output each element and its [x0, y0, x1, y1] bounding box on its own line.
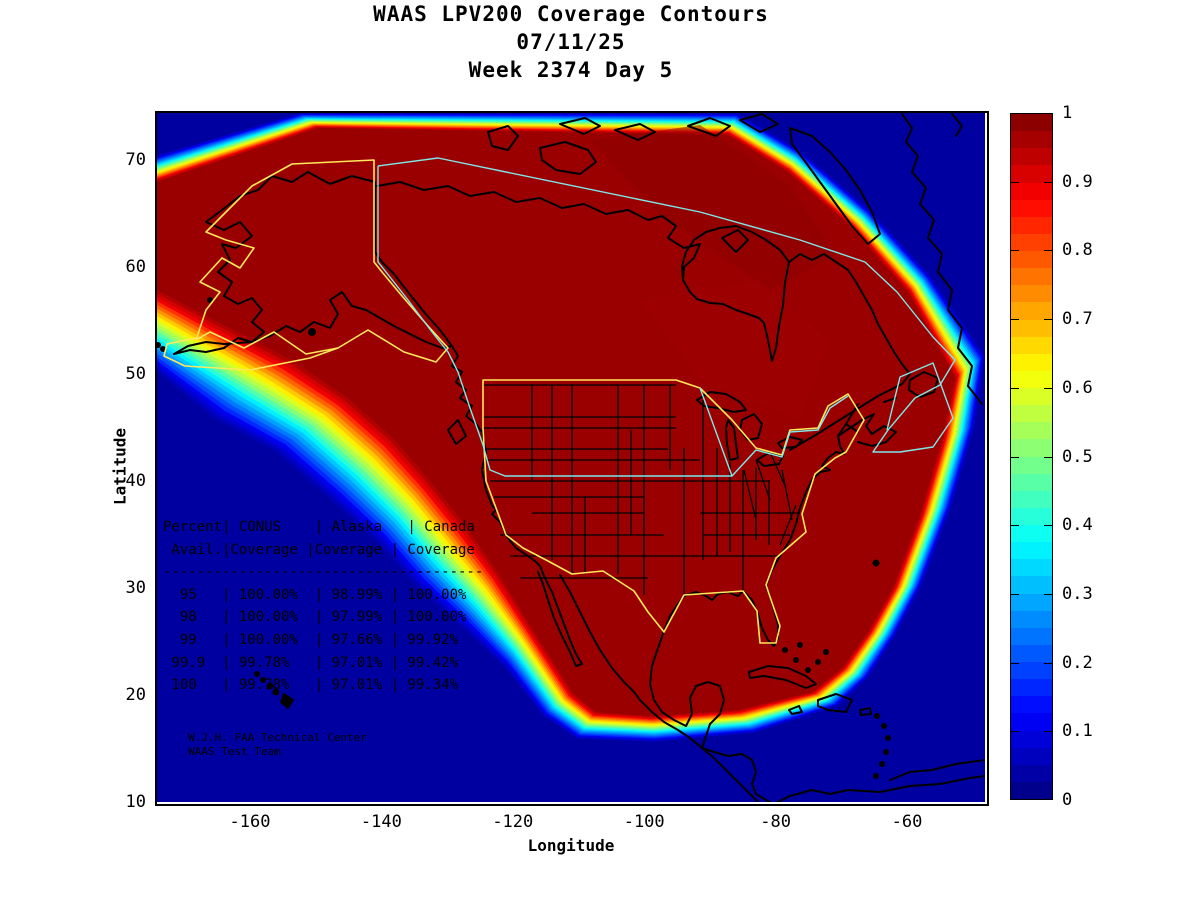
- chart-title-block: WAAS LPV200 Coverage Contours 07/11/25 W…: [157, 0, 985, 82]
- x-tick-label: -120: [492, 812, 534, 832]
- colorbar-tick-label: 0.1: [1062, 721, 1093, 742]
- mexico-pacific-coastline: [559, 574, 759, 802]
- credit-text: W.J.H. FAA Technical Center WAAS Test Te…: [188, 731, 367, 758]
- canada-coverage-boundary-west: [377, 166, 849, 477]
- south-america-coastline: [775, 775, 985, 802]
- greenland-coastline: [901, 113, 983, 405]
- x-tick-label: -160: [229, 812, 271, 832]
- coverage-table: Percent| CONUS | Alaska | Canada Avail.|…: [163, 519, 484, 694]
- y-tick-label: 40: [125, 471, 146, 491]
- y-tick-label: 70: [125, 150, 146, 170]
- colorbar-tick-label: 0.9: [1062, 171, 1093, 192]
- puerto-rico: [859, 707, 872, 716]
- y-tick-label: 10: [125, 792, 146, 812]
- alaska-aleutian-boundary: [163, 337, 339, 371]
- y-tick-label: 60: [125, 257, 146, 277]
- nova-scotia: [837, 413, 897, 447]
- alaska-coastline: [173, 171, 453, 355]
- west-coastline: [451, 345, 583, 667]
- labrador-coastline: [788, 253, 911, 451]
- conus-coverage-boundary: [482, 379, 865, 644]
- baffin-island: [789, 127, 881, 245]
- y-tick-label: 30: [125, 578, 146, 598]
- victoria-island: [539, 141, 597, 175]
- x-tick-label: -100: [623, 812, 665, 832]
- lake-michigan: [725, 419, 739, 461]
- colorbar-tick-label: 0.5: [1062, 446, 1093, 467]
- cuba: [748, 665, 817, 689]
- jamaica: [788, 705, 803, 715]
- vancouver-island: [447, 419, 467, 445]
- chart-title: WAAS LPV200 Coverage Contours: [373, 2, 769, 26]
- banks-island: [487, 125, 519, 151]
- x-tick-label: -140: [360, 812, 402, 832]
- canada-coverage-boundary: [377, 157, 956, 453]
- plot-border: [155, 111, 989, 806]
- colorbar: [1010, 113, 1053, 800]
- colorbar-tick-label: 0.6: [1062, 377, 1093, 398]
- y-tick-label: 50: [125, 364, 146, 384]
- coverage-map: [157, 113, 985, 802]
- x-tick-label: -80: [760, 812, 791, 832]
- arctic-coastline: [376, 181, 701, 281]
- hawaii-islands: [254, 671, 294, 709]
- lake-superior: [696, 391, 747, 413]
- alaska-coverage-boundary: [195, 159, 449, 363]
- colorbar-tick-label: 0.4: [1062, 515, 1093, 536]
- colorbar-tick-label: 1: [1062, 103, 1073, 123]
- colorbar-tick-label: 0.2: [1062, 652, 1093, 673]
- newfoundland: [908, 371, 939, 398]
- chart-date: 07/11/25: [516, 30, 626, 54]
- coverage-core-texture: [590, 125, 835, 420]
- gulf-mexico-coastline: [649, 630, 773, 802]
- x-axis-label: Longitude: [527, 836, 615, 855]
- hudson-bay: [681, 225, 790, 362]
- y-axis-label: Latitude: [110, 427, 130, 506]
- x-tick-label: -60: [891, 812, 923, 832]
- hispaniola: [817, 693, 853, 713]
- colorbar-tick-label: 0: [1062, 790, 1073, 810]
- y-tick-label: 20: [125, 685, 146, 705]
- colorbar-tick-label: 0.7: [1062, 309, 1093, 330]
- chart-week-day: Week 2374 Day 5: [468, 58, 674, 82]
- colorbar-tick-label: 0.3: [1062, 583, 1093, 604]
- colorbar-tick-label: 0.8: [1062, 240, 1093, 261]
- state-borders-layer: [483, 384, 800, 595]
